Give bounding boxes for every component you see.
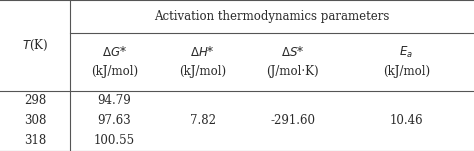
Text: 7.82: 7.82 <box>190 114 216 127</box>
Text: 318: 318 <box>24 134 46 147</box>
Text: (kJ/mol): (kJ/mol) <box>383 65 430 78</box>
Text: Activation thermodynamics parameters: Activation thermodynamics parameters <box>155 10 390 23</box>
Text: 94.79: 94.79 <box>98 94 131 107</box>
Text: $\mathit{E}_a$: $\mathit{E}_a$ <box>400 45 413 60</box>
Text: $\mathit{T}$(K): $\mathit{T}$(K) <box>22 38 48 53</box>
Text: (kJ/mol): (kJ/mol) <box>91 65 138 78</box>
Text: -291.60: -291.60 <box>270 114 315 127</box>
Text: $\Delta \mathit{S}$*: $\Delta \mathit{S}$* <box>281 45 304 59</box>
Text: (J/mol·K): (J/mol·K) <box>266 65 319 78</box>
Text: (kJ/mol): (kJ/mol) <box>179 65 226 78</box>
Text: 308: 308 <box>24 114 46 127</box>
Text: 100.55: 100.55 <box>94 134 135 147</box>
Text: 97.63: 97.63 <box>98 114 131 127</box>
Text: 298: 298 <box>24 94 46 107</box>
Text: $\Delta \mathit{H}$*: $\Delta \mathit{H}$* <box>190 45 215 59</box>
Text: 10.46: 10.46 <box>390 114 423 127</box>
Text: $\Delta \mathit{G}$*: $\Delta \mathit{G}$* <box>102 45 127 59</box>
